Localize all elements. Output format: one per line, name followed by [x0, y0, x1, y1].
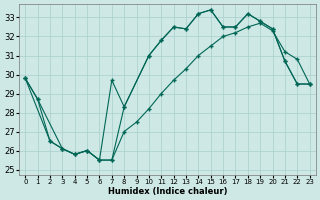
X-axis label: Humidex (Indice chaleur): Humidex (Indice chaleur)	[108, 187, 227, 196]
